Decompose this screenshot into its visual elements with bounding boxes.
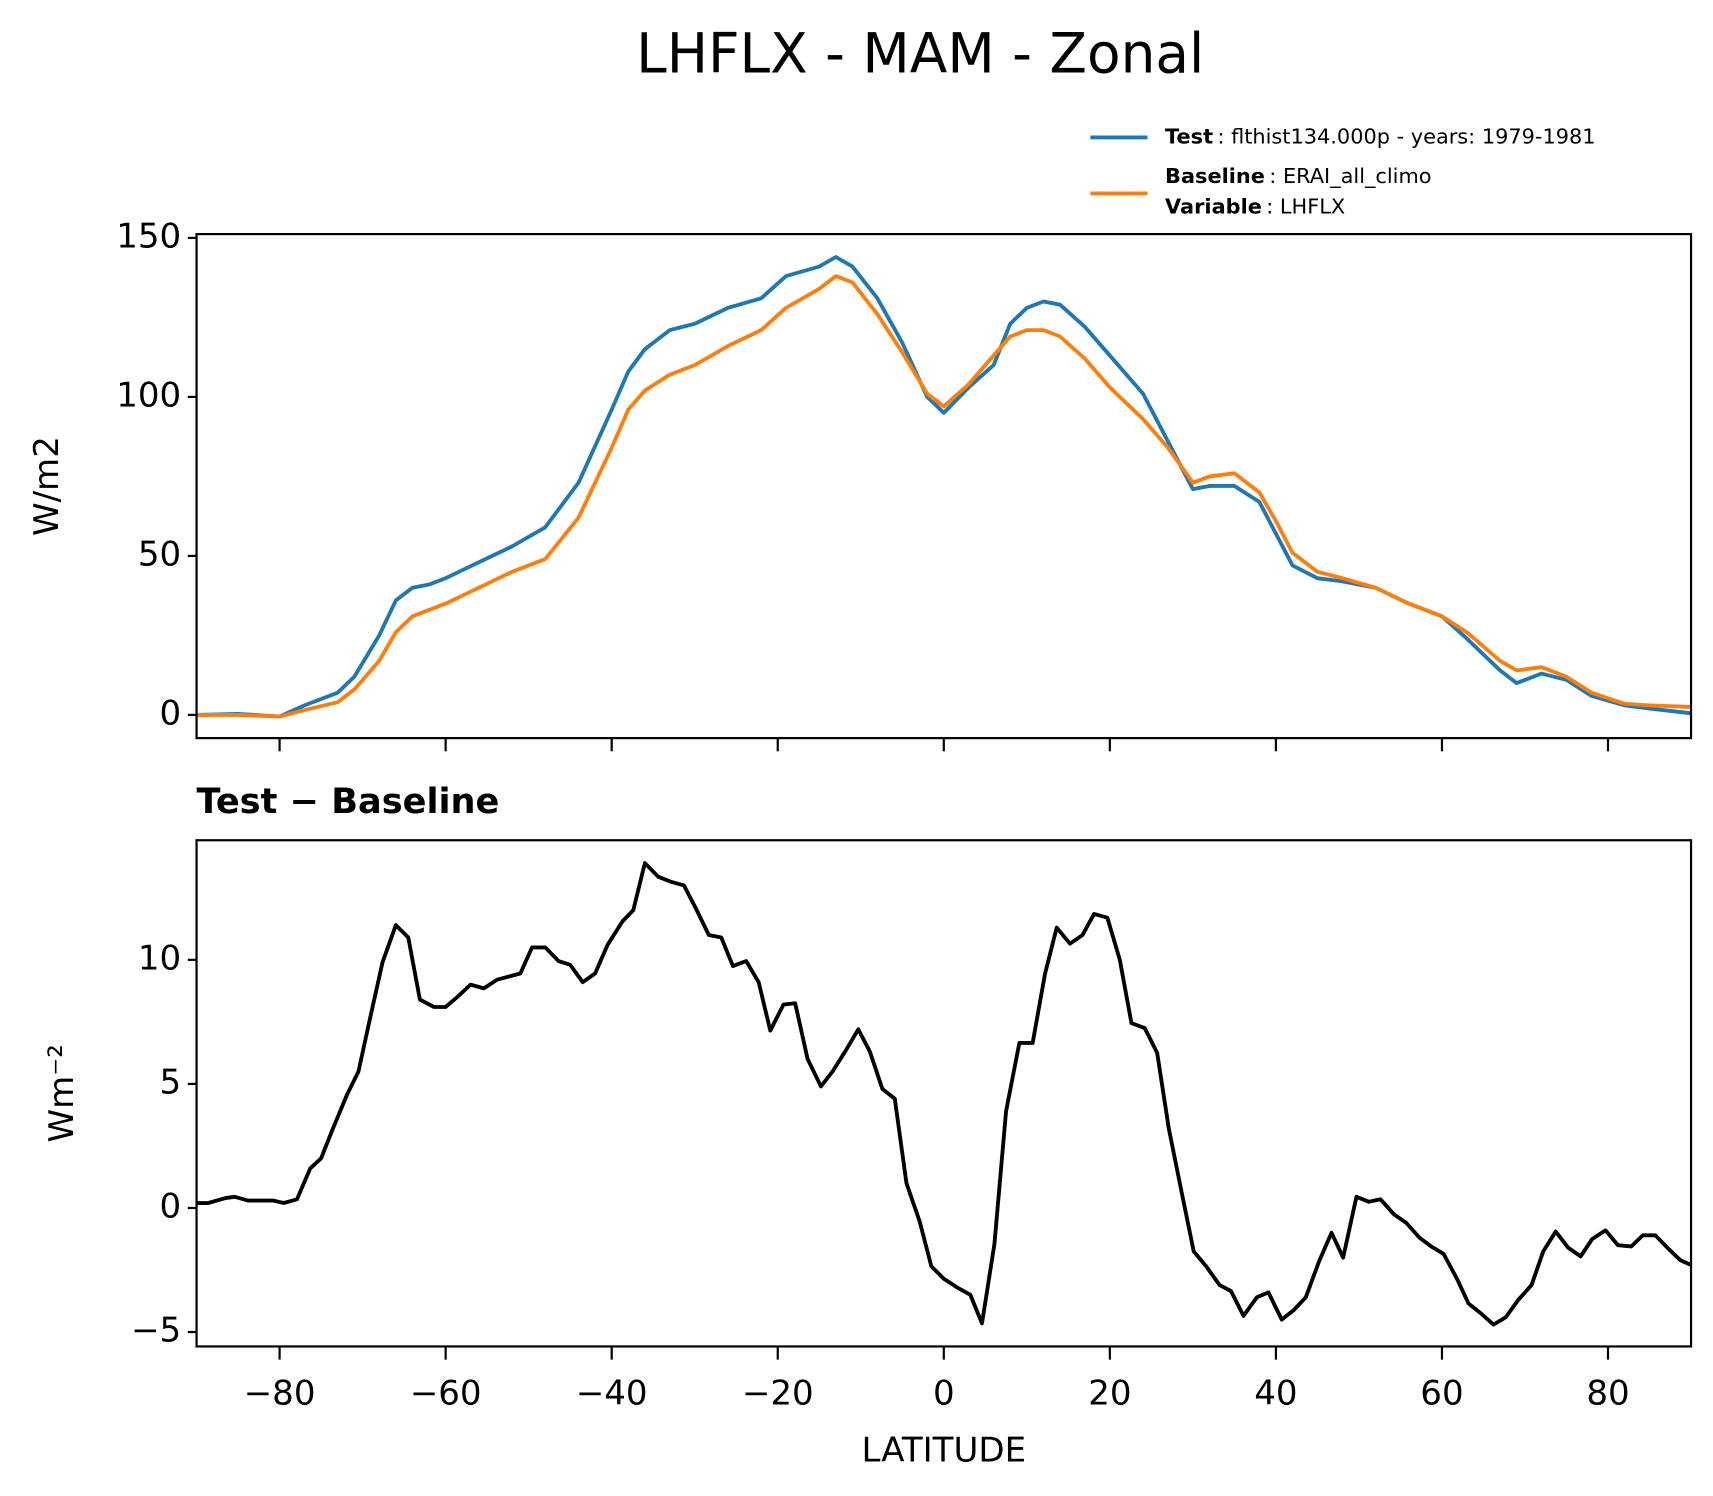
x-tick-label: −60 xyxy=(410,1373,482,1413)
data-line xyxy=(196,274,1692,719)
axes-frame xyxy=(195,233,1693,740)
legend-label: Baseline xyxy=(1165,164,1265,188)
legend-description: : LHFLX xyxy=(1266,195,1345,219)
panel-title: Test − Baseline xyxy=(197,781,500,822)
x-tick-label: 20 xyxy=(1088,1373,1131,1413)
x-tick-label: 60 xyxy=(1420,1373,1463,1413)
data-line xyxy=(196,861,1692,1327)
y-tick-label: 150 xyxy=(116,216,181,256)
y-tick-label: 50 xyxy=(138,534,181,574)
x-tick-label: 80 xyxy=(1586,1373,1629,1413)
y-tick-label: 100 xyxy=(116,375,181,415)
x-tick-label: −80 xyxy=(244,1373,316,1413)
x-tick-label: 40 xyxy=(1254,1373,1297,1413)
legend-description: : flthist134.000p - years: 1979-1981 xyxy=(1217,124,1595,148)
legend-label: Test xyxy=(1165,124,1213,148)
y-tick-label: 0 xyxy=(160,1186,182,1226)
legend-description: : ERAI_all_climo xyxy=(1269,164,1431,189)
y-axis-label: Wm⁻² xyxy=(42,1044,82,1142)
x-tick-label: −40 xyxy=(576,1373,648,1413)
y-tick-label: 10 xyxy=(138,938,181,978)
axes-frame xyxy=(195,839,1693,1348)
y-tick-label: 5 xyxy=(160,1062,182,1102)
x-tick-label: 0 xyxy=(933,1373,955,1413)
figure-title: LHFLX - MAM - Zonal xyxy=(636,21,1204,85)
y-tick-label: −5 xyxy=(131,1311,181,1351)
y-axis-label: W/m2 xyxy=(27,436,67,536)
x-tick-label: −20 xyxy=(742,1373,814,1413)
y-tick-label: 0 xyxy=(160,693,182,733)
legend-label: Variable xyxy=(1165,195,1262,219)
x-axis-label: LATITUDE xyxy=(861,1430,1026,1470)
